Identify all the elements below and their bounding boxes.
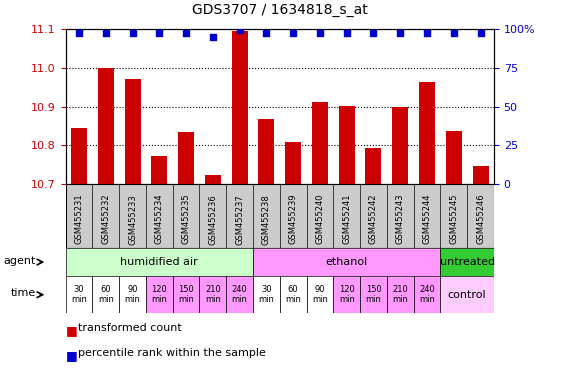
Text: GSM455236: GSM455236 bbox=[208, 194, 218, 245]
Bar bbox=[98, 68, 114, 184]
Point bbox=[423, 30, 432, 36]
Text: GSM455232: GSM455232 bbox=[101, 194, 110, 245]
Text: 90
min: 90 min bbox=[124, 285, 140, 305]
Text: GSM455245: GSM455245 bbox=[449, 194, 459, 244]
Bar bbox=[232, 31, 248, 184]
Bar bbox=[226, 276, 253, 313]
Point bbox=[315, 30, 324, 36]
Bar bbox=[285, 142, 301, 184]
Text: control: control bbox=[448, 290, 486, 300]
Point bbox=[342, 30, 351, 36]
Text: 60
min: 60 min bbox=[286, 285, 301, 305]
Bar bbox=[173, 276, 199, 313]
Text: GSM455242: GSM455242 bbox=[369, 194, 378, 244]
Text: GSM455231: GSM455231 bbox=[75, 194, 83, 245]
Text: ■: ■ bbox=[66, 324, 78, 338]
Bar bbox=[66, 276, 93, 313]
Point bbox=[208, 33, 218, 40]
Text: 210
min: 210 min bbox=[392, 285, 408, 305]
Text: GSM455240: GSM455240 bbox=[315, 194, 324, 244]
Point bbox=[262, 30, 271, 36]
Bar bbox=[93, 276, 119, 313]
Bar bbox=[339, 106, 355, 184]
Point bbox=[101, 30, 110, 36]
Text: GSM455234: GSM455234 bbox=[155, 194, 164, 245]
Text: ■: ■ bbox=[66, 349, 78, 362]
Text: GSM455241: GSM455241 bbox=[342, 194, 351, 244]
Bar bbox=[307, 276, 333, 313]
Point bbox=[396, 30, 405, 36]
Bar bbox=[280, 276, 307, 313]
Bar bbox=[440, 248, 494, 276]
Text: agent: agent bbox=[4, 256, 36, 266]
Bar bbox=[392, 108, 408, 184]
Point bbox=[182, 30, 191, 36]
Text: 120
min: 120 min bbox=[339, 285, 355, 305]
Text: ethanol: ethanol bbox=[325, 257, 368, 267]
Text: GSM455237: GSM455237 bbox=[235, 194, 244, 245]
Bar bbox=[419, 83, 435, 184]
Text: 240
min: 240 min bbox=[419, 285, 435, 305]
Bar bbox=[473, 166, 489, 184]
Text: 120
min: 120 min bbox=[151, 285, 167, 305]
Text: GSM455235: GSM455235 bbox=[182, 194, 191, 245]
Text: GSM455244: GSM455244 bbox=[423, 194, 432, 244]
Point bbox=[288, 30, 297, 36]
Point bbox=[128, 30, 137, 36]
Bar bbox=[205, 175, 221, 184]
Text: 30
min: 30 min bbox=[259, 285, 274, 305]
Text: 240
min: 240 min bbox=[232, 285, 248, 305]
Bar bbox=[71, 128, 87, 184]
Bar bbox=[178, 132, 194, 184]
Text: GSM455239: GSM455239 bbox=[289, 194, 297, 245]
Bar bbox=[253, 276, 280, 313]
Text: percentile rank within the sample: percentile rank within the sample bbox=[78, 348, 266, 358]
Bar bbox=[440, 276, 494, 313]
Bar bbox=[199, 276, 226, 313]
Bar bbox=[360, 276, 387, 313]
Text: 150
min: 150 min bbox=[178, 285, 194, 305]
Point bbox=[476, 30, 485, 36]
Point bbox=[235, 27, 244, 33]
Point bbox=[74, 30, 83, 36]
Bar bbox=[387, 276, 413, 313]
Bar bbox=[365, 148, 381, 184]
Bar bbox=[151, 156, 167, 184]
Text: GSM455238: GSM455238 bbox=[262, 194, 271, 245]
Bar bbox=[119, 276, 146, 313]
Text: humidified air: humidified air bbox=[120, 257, 198, 267]
Text: 60
min: 60 min bbox=[98, 285, 114, 305]
Bar bbox=[253, 248, 440, 276]
Bar bbox=[146, 276, 173, 313]
Text: untreated: untreated bbox=[440, 257, 494, 267]
Bar bbox=[124, 79, 140, 184]
Text: 30
min: 30 min bbox=[71, 285, 87, 305]
Bar bbox=[312, 102, 328, 184]
Bar bbox=[258, 119, 275, 184]
Point bbox=[369, 30, 378, 36]
Bar bbox=[333, 276, 360, 313]
Text: transformed count: transformed count bbox=[78, 323, 182, 333]
Text: 90
min: 90 min bbox=[312, 285, 328, 305]
Text: 210
min: 210 min bbox=[205, 285, 221, 305]
Point bbox=[155, 30, 164, 36]
Point bbox=[449, 30, 459, 36]
Text: GDS3707 / 1634818_s_at: GDS3707 / 1634818_s_at bbox=[192, 3, 368, 17]
Text: GSM455233: GSM455233 bbox=[128, 194, 137, 245]
Text: GSM455246: GSM455246 bbox=[476, 194, 485, 245]
Text: 150
min: 150 min bbox=[365, 285, 381, 305]
Text: time: time bbox=[11, 288, 36, 298]
Bar bbox=[413, 276, 440, 313]
Text: GSM455243: GSM455243 bbox=[396, 194, 405, 245]
Bar bbox=[446, 131, 462, 184]
Bar bbox=[66, 248, 253, 276]
